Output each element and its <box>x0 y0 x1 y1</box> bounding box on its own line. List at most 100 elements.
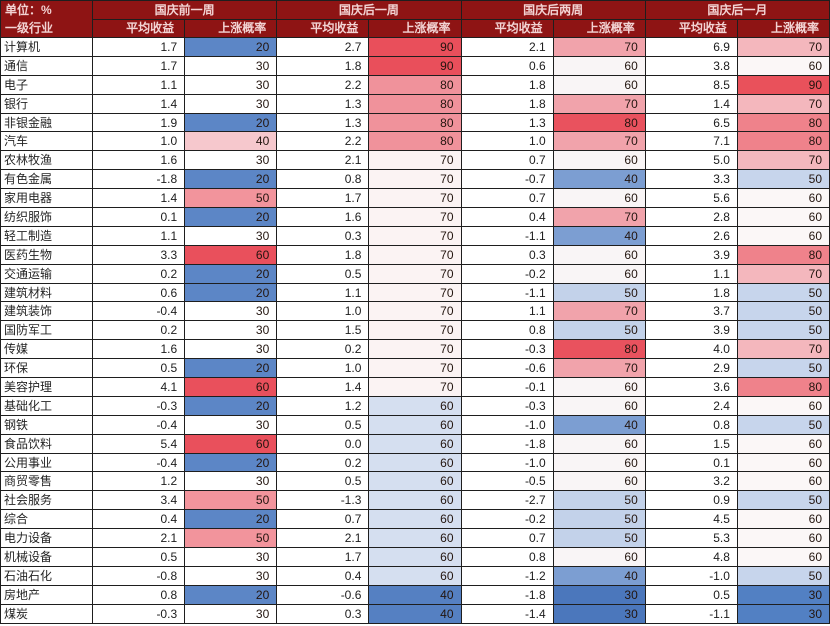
win-prob-cell: 30 <box>552 584 646 605</box>
table-row: 通信 1.7 30 1.8 90 0.6 60 3.8 60 <box>0 55 830 76</box>
win-prob-cell: 30 <box>184 603 278 624</box>
avg-return-cell: -0.7 <box>460 169 554 190</box>
avg-return-cell: -2.7 <box>460 490 554 511</box>
avg-return-cell: 3.6 <box>644 377 738 397</box>
avg-return-cell: 1.6 <box>276 207 370 227</box>
avg-return-cell: 1.8 <box>460 74 554 95</box>
table-row: 轻工制造 1.1 30 0.3 70 -1.1 40 2.6 60 <box>0 225 830 246</box>
industry-cell: 建筑材料 <box>0 282 93 303</box>
win-prob-cell: 60 <box>552 74 646 95</box>
table-row: 机械设备 0.5 30 1.7 60 0.8 60 4.8 60 <box>0 547 830 567</box>
industry-cell: 纺织服饰 <box>0 207 93 227</box>
win-prob-cell: 60 <box>552 433 646 454</box>
unit-label: 单位：% <box>5 3 52 17</box>
win-prob-cell: 40 <box>552 169 646 190</box>
win-prob-cell: 70 <box>552 131 646 152</box>
win-prob-cell: 70 <box>368 377 462 397</box>
avg-return-cell: 0.2 <box>91 320 186 341</box>
avg-return-cell: 1.1 <box>644 263 738 284</box>
avg-return-cell: -0.8 <box>91 565 186 586</box>
table-row: 钢铁 -0.4 30 0.5 60 -1.0 40 0.8 50 <box>0 414 830 435</box>
table-row: 美容护理 4.1 60 1.4 70 -0.1 60 3.6 80 <box>0 377 830 397</box>
avg-return-cell: 0.8 <box>276 169 370 190</box>
avg-return-cell: 0.8 <box>91 584 186 605</box>
win-prob-cell: 50 <box>736 301 830 322</box>
avg-return-cell: -0.3 <box>460 339 554 360</box>
avg-return-cell: 0.2 <box>276 339 370 360</box>
avg-return-cell: 0.6 <box>460 55 554 76</box>
table-row: 传媒 1.6 30 0.2 70 -0.3 80 4.0 70 <box>0 339 830 360</box>
avg-return-cell: 3.7 <box>644 301 738 322</box>
win-prob-cell: 60 <box>552 55 646 76</box>
table-row: 食品饮料 5.4 60 0.0 60 -1.8 60 1.5 60 <box>0 433 830 454</box>
win-prob-cell: 60 <box>368 414 462 435</box>
industry-cell: 通信 <box>0 55 93 76</box>
avg-return-cell: 2.7 <box>276 37 370 57</box>
avg-return-cell: 0.8 <box>460 320 554 341</box>
table-row: 农林牧渔 1.6 30 2.1 70 0.7 60 5.0 70 <box>0 150 830 171</box>
win-prob-cell: 60 <box>736 547 830 567</box>
win-prob-cell: 50 <box>736 565 830 586</box>
industry-cell: 建筑装饰 <box>0 301 93 322</box>
win-prob-cell: 20 <box>184 452 278 473</box>
win-prob-cell: 60 <box>736 433 830 454</box>
win-prob-cell: 60 <box>184 377 278 397</box>
win-prob-cell: 60 <box>368 452 462 473</box>
avg-return-cell: -1.0 <box>460 414 554 435</box>
win-prob-cell: 30 <box>184 301 278 322</box>
table-row: 电力设备 2.1 50 2.1 60 0.7 50 5.3 60 <box>0 528 830 549</box>
win-prob-cell: 60 <box>552 471 646 492</box>
win-prob-cell: 60 <box>368 433 462 454</box>
avg-return-cell: 2.2 <box>276 131 370 152</box>
win-prob-cell: 60 <box>552 150 646 171</box>
win-prob-cell: 70 <box>368 225 462 246</box>
win-prob-cell: 80 <box>736 112 830 133</box>
win-prob-cell: 40 <box>368 584 462 605</box>
win-prob-cell: 50 <box>552 490 646 511</box>
avg-return-cell: 0.2 <box>276 452 370 473</box>
table-row: 电子 1.1 30 2.2 80 1.8 60 8.5 90 <box>0 74 830 95</box>
win-prob-cell: 80 <box>736 244 830 265</box>
win-prob-cell: 50 <box>184 490 278 511</box>
avg-return-cell: 5.4 <box>91 433 186 454</box>
win-prob-cell: 60 <box>736 452 830 473</box>
avg-return-cell: -0.4 <box>91 452 186 473</box>
industry-cell: 钢铁 <box>0 414 93 435</box>
win-prob-cell: 70 <box>368 169 462 190</box>
win-prob-header: 上涨概率 <box>368 18 462 38</box>
avg-return-cell: 0.4 <box>91 509 186 530</box>
avg-return-cell: -1.1 <box>460 225 554 246</box>
avg-return-cell: 1.2 <box>276 395 370 416</box>
industry-cell: 医药生物 <box>0 244 93 265</box>
avg-return-cell: 2.1 <box>91 528 186 549</box>
win-prob-cell: 70 <box>368 358 462 379</box>
avg-return-cell: -1.1 <box>460 282 554 303</box>
win-prob-cell: 70 <box>368 207 462 227</box>
industry-cell: 银行 <box>0 93 93 114</box>
win-prob-cell: 60 <box>368 471 462 492</box>
avg-return-cell: 3.9 <box>644 244 738 265</box>
win-prob-cell: 80 <box>736 131 830 152</box>
avg-return-cell: 0.5 <box>91 547 186 567</box>
avg-return-cell: 2.1 <box>276 150 370 171</box>
avg-return-cell: 0.6 <box>91 282 186 303</box>
win-prob-cell: 50 <box>736 320 830 341</box>
win-prob-cell: 30 <box>184 93 278 114</box>
industry-cell: 家用电器 <box>0 188 93 209</box>
win-prob-cell: 50 <box>736 414 830 435</box>
win-prob-cell: 20 <box>184 263 278 284</box>
table-row: 环保 0.5 20 1.0 70 -0.6 70 2.9 50 <box>0 358 830 379</box>
win-prob-cell: 40 <box>552 565 646 586</box>
win-prob-cell: 70 <box>368 339 462 360</box>
win-prob-cell: 90 <box>368 37 462 57</box>
win-prob-cell: 30 <box>184 150 278 171</box>
avg-return-cell: 0.5 <box>276 263 370 284</box>
win-prob-cell: 30 <box>184 74 278 95</box>
table-row: 有色金属 -1.8 20 0.8 70 -0.7 40 3.3 50 <box>0 169 830 190</box>
industry-cell: 传媒 <box>0 339 93 360</box>
avg-return-cell: 0.1 <box>644 452 738 473</box>
period-header-post-week: 国庆后一周 <box>276 0 462 20</box>
win-prob-cell: 30 <box>736 584 830 605</box>
industry-cell: 有色金属 <box>0 169 93 190</box>
avg-return-cell: -0.6 <box>276 584 370 605</box>
